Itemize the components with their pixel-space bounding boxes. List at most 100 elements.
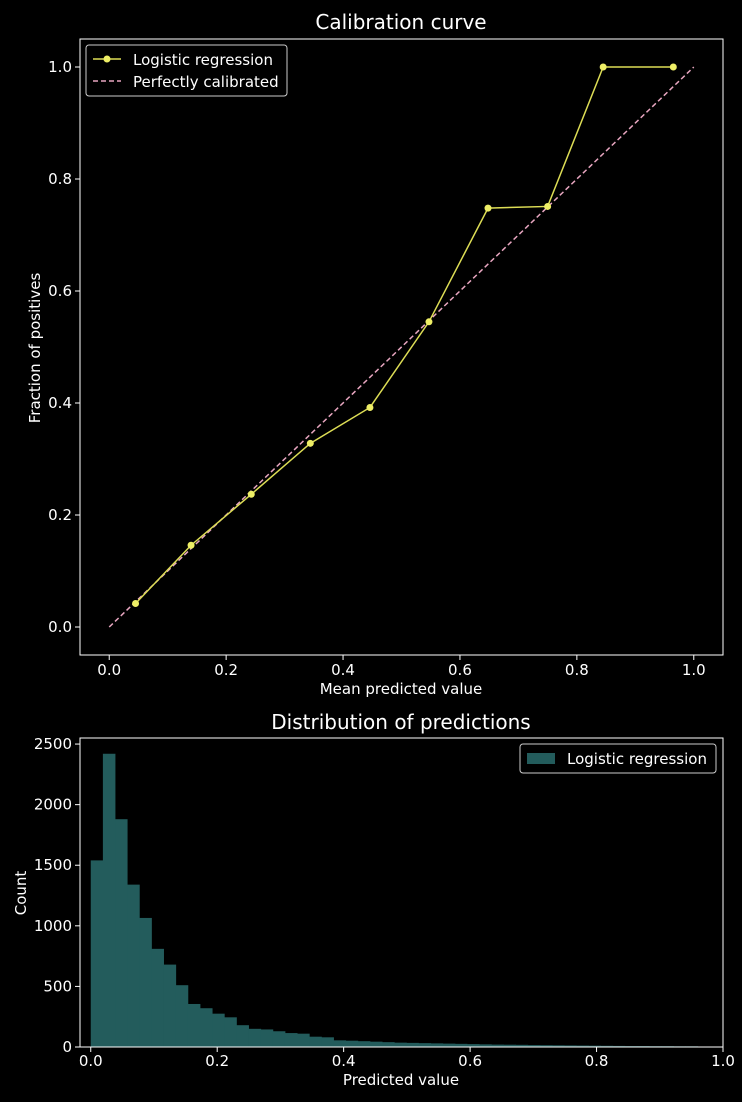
- histogram-bar: [588, 1045, 601, 1047]
- distribution-title: Distribution of predictions: [271, 710, 530, 734]
- histogram-bar: [382, 1042, 395, 1047]
- histogram-bar: [236, 1025, 249, 1047]
- distribution-panel: Distribution of predictions Predicted va…: [12, 710, 735, 1089]
- distribution-xlabel: Predicted value: [343, 1071, 459, 1089]
- distribution-legend: Logistic regression: [519, 743, 717, 774]
- histogram-bar: [224, 1017, 237, 1047]
- histogram-bar: [272, 1031, 286, 1047]
- y-tick-label: 1.0: [48, 58, 72, 76]
- x-tick-label: 0.0: [97, 661, 121, 679]
- calibration-title: Calibration curve: [315, 10, 486, 34]
- calibration-plot-area: [108, 63, 695, 628]
- calibration-xlabel: Mean predicted value: [320, 680, 483, 698]
- histogram-bar: [127, 884, 140, 1047]
- y-tick-label: 0.0: [48, 618, 72, 636]
- histogram-bar: [527, 1045, 541, 1047]
- histogram-bar: [539, 1045, 553, 1047]
- x-tick-label: 0.0: [79, 1052, 103, 1070]
- calibration-legend-box: [85, 44, 288, 97]
- legend-logistic-marker: [103, 55, 111, 63]
- legend-reference-label: Perfectly calibrated: [133, 73, 279, 91]
- histogram-bar: [369, 1041, 383, 1047]
- histogram-bar: [479, 1044, 492, 1047]
- histogram-bar: [430, 1043, 444, 1047]
- histogram-bars: [90, 753, 699, 1047]
- x-tick-label: 0.8: [565, 661, 589, 679]
- x-tick-label: 1.0: [711, 1052, 735, 1070]
- histogram-bar: [151, 948, 164, 1047]
- x-tick-label: 0.4: [331, 661, 355, 679]
- histogram-bar: [212, 1013, 225, 1047]
- y-tick-label: 2000: [34, 796, 72, 814]
- x-tick-label: 0.4: [332, 1052, 356, 1070]
- histogram-bar: [345, 1040, 359, 1047]
- x-tick-label: 0.6: [448, 661, 472, 679]
- distribution-y-ticks: 0 500 1000 1500 2000 2500: [34, 735, 80, 1056]
- histogram-bar: [515, 1044, 529, 1047]
- calibration-point: [599, 63, 607, 71]
- calibration-axes-frame: [79, 38, 724, 656]
- calibration-y-ticks: 0.0 0.2 0.4 0.6 0.8 1.0: [48, 58, 80, 636]
- histogram-bar: [467, 1044, 480, 1047]
- calibration-point: [484, 204, 492, 212]
- histogram-bar: [491, 1044, 504, 1047]
- y-tick-label: 500: [43, 977, 72, 995]
- y-tick-label: 0.6: [48, 282, 72, 300]
- calibration-point: [187, 541, 195, 549]
- calibration-panel: Calibration curve Mean predicted value F…: [26, 10, 724, 698]
- histogram-bar: [175, 985, 189, 1047]
- histogram-bar: [612, 1045, 626, 1047]
- histogram-bar: [503, 1044, 517, 1047]
- calibration-point: [669, 63, 677, 71]
- calibration-point: [366, 403, 374, 411]
- histogram-bar: [394, 1042, 407, 1047]
- distribution-legend-box: [519, 743, 717, 774]
- y-tick-label: 0.2: [48, 506, 72, 524]
- y-tick-label: 1000: [34, 917, 72, 935]
- histogram-bar: [333, 1040, 347, 1047]
- histogram-bar: [309, 1036, 322, 1047]
- histogram-bar: [297, 1033, 310, 1047]
- histogram-bar: [102, 753, 116, 1047]
- histogram-bar: [357, 1041, 371, 1047]
- x-tick-label: 0.6: [458, 1052, 482, 1070]
- y-tick-label: 0.8: [48, 170, 72, 188]
- calibration-ylabel: Fraction of positives: [26, 273, 44, 424]
- histogram-bar: [139, 917, 152, 1047]
- calibration-point: [247, 490, 255, 498]
- histogram-bar: [600, 1045, 614, 1047]
- distribution-ylabel: Count: [12, 871, 30, 916]
- histogram-bar: [284, 1033, 298, 1047]
- distribution-axes-frame: [79, 737, 724, 1048]
- calibration-x-ticks: 0.0 0.2 0.4 0.6 0.8 1.0: [97, 655, 706, 679]
- y-tick-label: 0.4: [48, 394, 72, 412]
- histogram-bar: [90, 860, 104, 1047]
- x-tick-label: 0.2: [205, 1052, 229, 1070]
- legend-logistic-label: Logistic regression: [133, 51, 273, 69]
- histogram-bar: [115, 819, 128, 1047]
- calibration-point: [544, 202, 552, 210]
- histogram-bar: [248, 1028, 262, 1047]
- x-tick-label: 1.0: [682, 661, 706, 679]
- legend-histogram-swatch: [527, 753, 555, 764]
- histogram-bar: [564, 1045, 577, 1047]
- x-tick-label: 0.8: [585, 1052, 609, 1070]
- y-tick-label: 2500: [34, 735, 72, 753]
- histogram-bar: [200, 1008, 213, 1047]
- histogram-bar: [418, 1043, 432, 1047]
- histogram-bar: [187, 1003, 201, 1047]
- histogram-bar: [260, 1029, 274, 1047]
- x-tick-label: 0.2: [214, 661, 238, 679]
- calibration-point: [306, 439, 314, 447]
- histogram-bar: [406, 1042, 419, 1047]
- histogram-bar: [442, 1043, 456, 1047]
- calibration-point: [425, 318, 433, 326]
- y-tick-label: 0: [62, 1038, 72, 1056]
- histogram-bar: [321, 1037, 334, 1047]
- legend-histogram-label: Logistic regression: [567, 750, 707, 768]
- histogram-bar: [454, 1043, 468, 1047]
- histogram-bar: [576, 1045, 589, 1047]
- logistic-regression-line: [134, 66, 674, 604]
- y-tick-label: 1500: [34, 856, 72, 874]
